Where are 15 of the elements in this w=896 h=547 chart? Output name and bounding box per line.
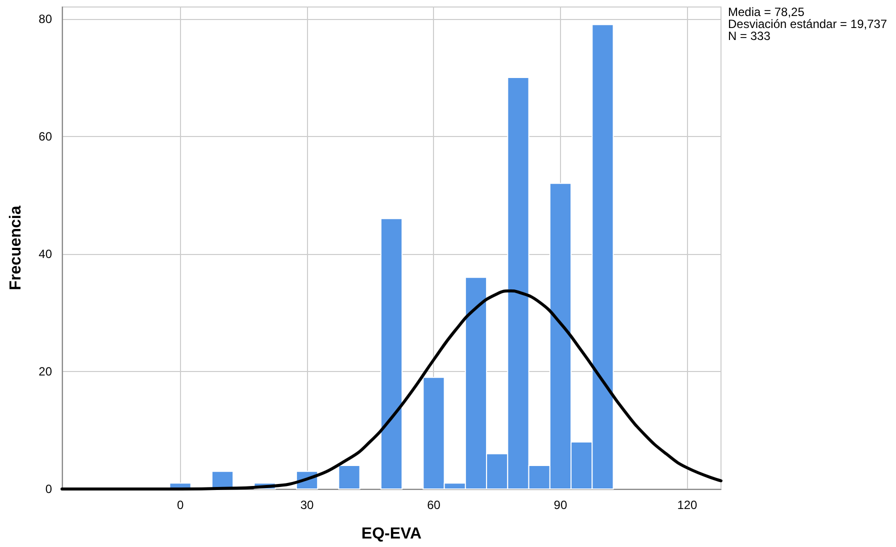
text: Desviación estándar = 19,737 (728, 17, 888, 31)
x-tick-label: 30 (300, 498, 314, 512)
x-tick-label: 90 (554, 498, 568, 512)
text: Media = 78,25 (728, 5, 805, 19)
y-tick-label: 40 (38, 246, 52, 261)
y-tick-label: 80 (38, 12, 52, 26)
x-tick-label: 0 (176, 498, 184, 512)
y-tick-label: 0 (45, 482, 52, 496)
y-tick-label: 60 (38, 129, 52, 144)
text: N = 333 (728, 29, 771, 43)
x-tick-label: 120 (677, 498, 698, 512)
y-tick-label: 20 (38, 364, 52, 378)
y-axis-title: Frecuencia (8, 206, 24, 290)
x-tick-label: 60 (427, 498, 441, 512)
x-axis-title: EQ-EVA (361, 526, 422, 542)
